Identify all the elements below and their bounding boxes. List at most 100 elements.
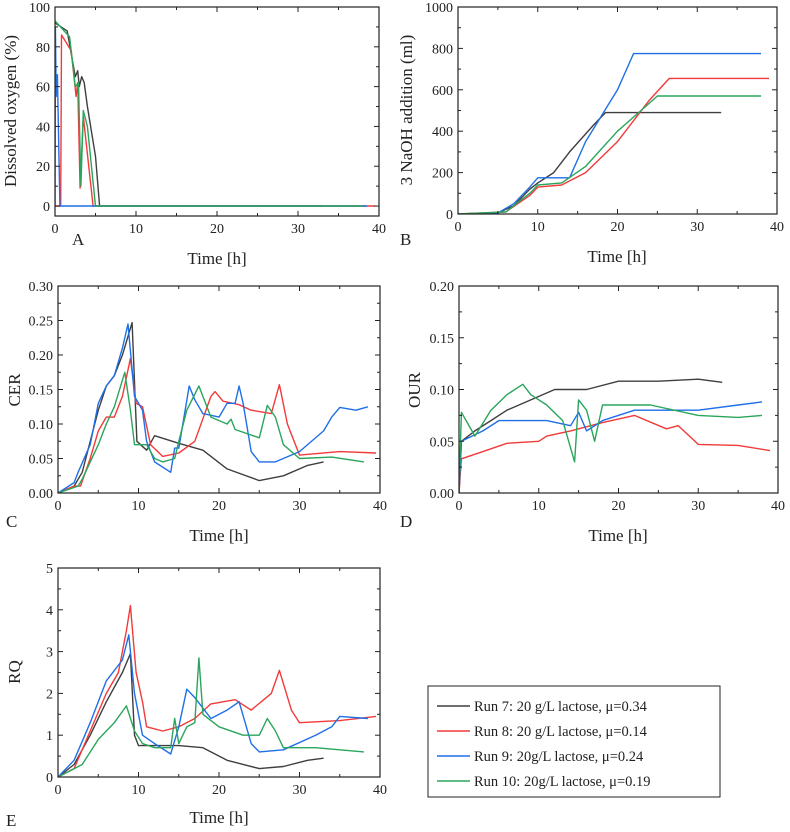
series-line-run-10: [459, 383, 763, 493]
y-tick-label: 0.00: [430, 487, 455, 502]
y-tick-label: 0.10: [430, 384, 455, 399]
panel-A: 0 10 20 30 40 0 20 40 60 80 100 Time [h] Dissolved o…: [1, 1, 386, 268]
x-tick-label: 0: [52, 222, 59, 237]
y-tick-label: 600: [432, 84, 453, 99]
x-tick-label: 10: [132, 499, 146, 514]
x-tick-label: 40: [771, 499, 785, 514]
series-line-run-9: [58, 323, 369, 493]
panel-label: E: [6, 811, 16, 830]
y-tick-label: 1000: [425, 1, 453, 16]
x-tick-label: 10: [531, 220, 545, 235]
series-line-run-9: [58, 634, 368, 777]
series-line-run-8: [458, 77, 769, 214]
series-line-run-7: [458, 111, 722, 214]
y-axis-label: 3 NaOH addition (ml): [397, 35, 416, 186]
panel-label: B: [400, 230, 411, 249]
x-tick-label: 10: [132, 783, 146, 798]
x-tick-label: 40: [373, 499, 387, 514]
y-tick-label: 0.15: [430, 332, 455, 347]
x-axis-label: Time [h]: [588, 526, 647, 545]
plot-frame: [458, 285, 779, 494]
y-axis-label: RQ: [5, 660, 24, 684]
y-tick-label: 200: [432, 167, 453, 182]
y-axis-label: Dissolved oxygen (%): [1, 35, 20, 187]
x-tick-label: 40: [770, 220, 784, 235]
x-axis-label: Time [h]: [587, 247, 646, 266]
y-tick-label: 400: [432, 125, 453, 140]
x-tick-label: 30: [691, 499, 705, 514]
x-tick-label: 10: [129, 222, 143, 237]
series-line-run-7: [459, 378, 723, 493]
x-tick-label: 30: [291, 222, 305, 237]
y-tick-label: 1: [46, 729, 53, 744]
y-tick-label: 0.10: [29, 418, 54, 433]
x-axis-label: Time [h]: [189, 526, 248, 545]
x-tick-label: 30: [293, 499, 307, 514]
y-tick-label: 0: [46, 771, 53, 786]
series-line-run-8: [55, 34, 375, 207]
plot-frame: [57, 567, 381, 778]
series-line-run-7: [55, 22, 323, 207]
x-tick-label: 30: [293, 783, 307, 798]
panel-E: 0 10 20 30 40 0 1 2 3 4 5 Time [h] RQ E: [5, 562, 387, 830]
x-axis-label: Time [h]: [187, 249, 246, 268]
legend-box: [427, 685, 721, 798]
y-axis-label: OUR: [405, 371, 424, 408]
y-tick-label: 0.25: [29, 315, 54, 330]
series-line-run-9: [458, 52, 761, 214]
series-line-run-10: [58, 657, 364, 777]
y-tick-label: 0.20: [29, 349, 54, 364]
y-tick-label: 0: [446, 208, 453, 223]
x-tick-label: 40: [373, 783, 387, 798]
series-line-run-8: [459, 414, 771, 493]
x-tick-label: 40: [372, 222, 386, 237]
x-tick-label: 20: [612, 499, 626, 514]
legend: Run 7: 20 g/L lactose, μ=0.34 Run 8: 20 g…: [427, 685, 721, 798]
series-line-run-8: [58, 357, 377, 493]
x-tick-label: 20: [212, 783, 226, 798]
y-tick-label: 5: [46, 562, 53, 577]
y-tick-label: 800: [432, 42, 453, 57]
legend-entry: Run 8: 20 g/L lactose, μ=0.14: [474, 724, 648, 740]
y-axis-label: CER: [5, 373, 24, 407]
x-tick-label: 20: [611, 220, 625, 235]
panel-label: C: [6, 512, 17, 531]
x-tick-label: 0: [455, 220, 462, 235]
series-line-run-7: [58, 653, 324, 777]
series-line-run-8: [58, 604, 377, 777]
x-tick-label: 0: [456, 499, 463, 514]
panel-label: D: [400, 512, 412, 531]
legend-entry: Run 10: 20g/L lactose, μ=0.19: [474, 774, 651, 790]
series-line-run-10: [458, 95, 761, 214]
y-tick-label: 0: [43, 200, 50, 215]
y-tick-label: 4: [46, 604, 53, 619]
y-tick-label: 0.20: [430, 280, 455, 295]
x-tick-label: 20: [212, 499, 226, 514]
y-tick-label: 20: [36, 160, 50, 175]
x-tick-label: 0: [55, 783, 62, 798]
plot-frame: [54, 6, 380, 217]
y-tick-label: 0.00: [29, 487, 54, 502]
series-line-run-9: [459, 401, 763, 493]
series-line-run-9: [55, 26, 367, 207]
x-tick-label: 20: [210, 222, 224, 237]
y-tick-label: 40: [36, 120, 50, 135]
plot-frame: [457, 6, 778, 215]
y-tick-label: 0.15: [29, 384, 54, 399]
legend-entry: Run 9: 20g/L lactose, μ=0.24: [474, 749, 644, 765]
panel-C: 0 10 20 30 40 0.00 0.05 0.10 0.15 0.20 0.25 0.30 Tim…: [5, 280, 387, 545]
x-tick-label: 10: [532, 499, 546, 514]
series-line-run-10: [55, 20, 363, 207]
y-tick-label: 60: [36, 81, 50, 96]
y-tick-label: 100: [29, 1, 50, 16]
legend-entry: Run 7: 20 g/L lactose, μ=0.34: [474, 699, 648, 715]
panel-D: 0 10 20 30 40 0.00 0.05 0.10 0.15 0.20 Time [h] OUR…: [400, 280, 785, 545]
x-axis-label: Time [h]: [189, 808, 248, 827]
panel-label: A: [72, 230, 85, 249]
y-tick-label: 0.05: [29, 453, 54, 468]
y-tick-label: 80: [36, 41, 50, 56]
series-line-run-10: [58, 371, 365, 493]
y-tick-label: 3: [46, 646, 53, 661]
